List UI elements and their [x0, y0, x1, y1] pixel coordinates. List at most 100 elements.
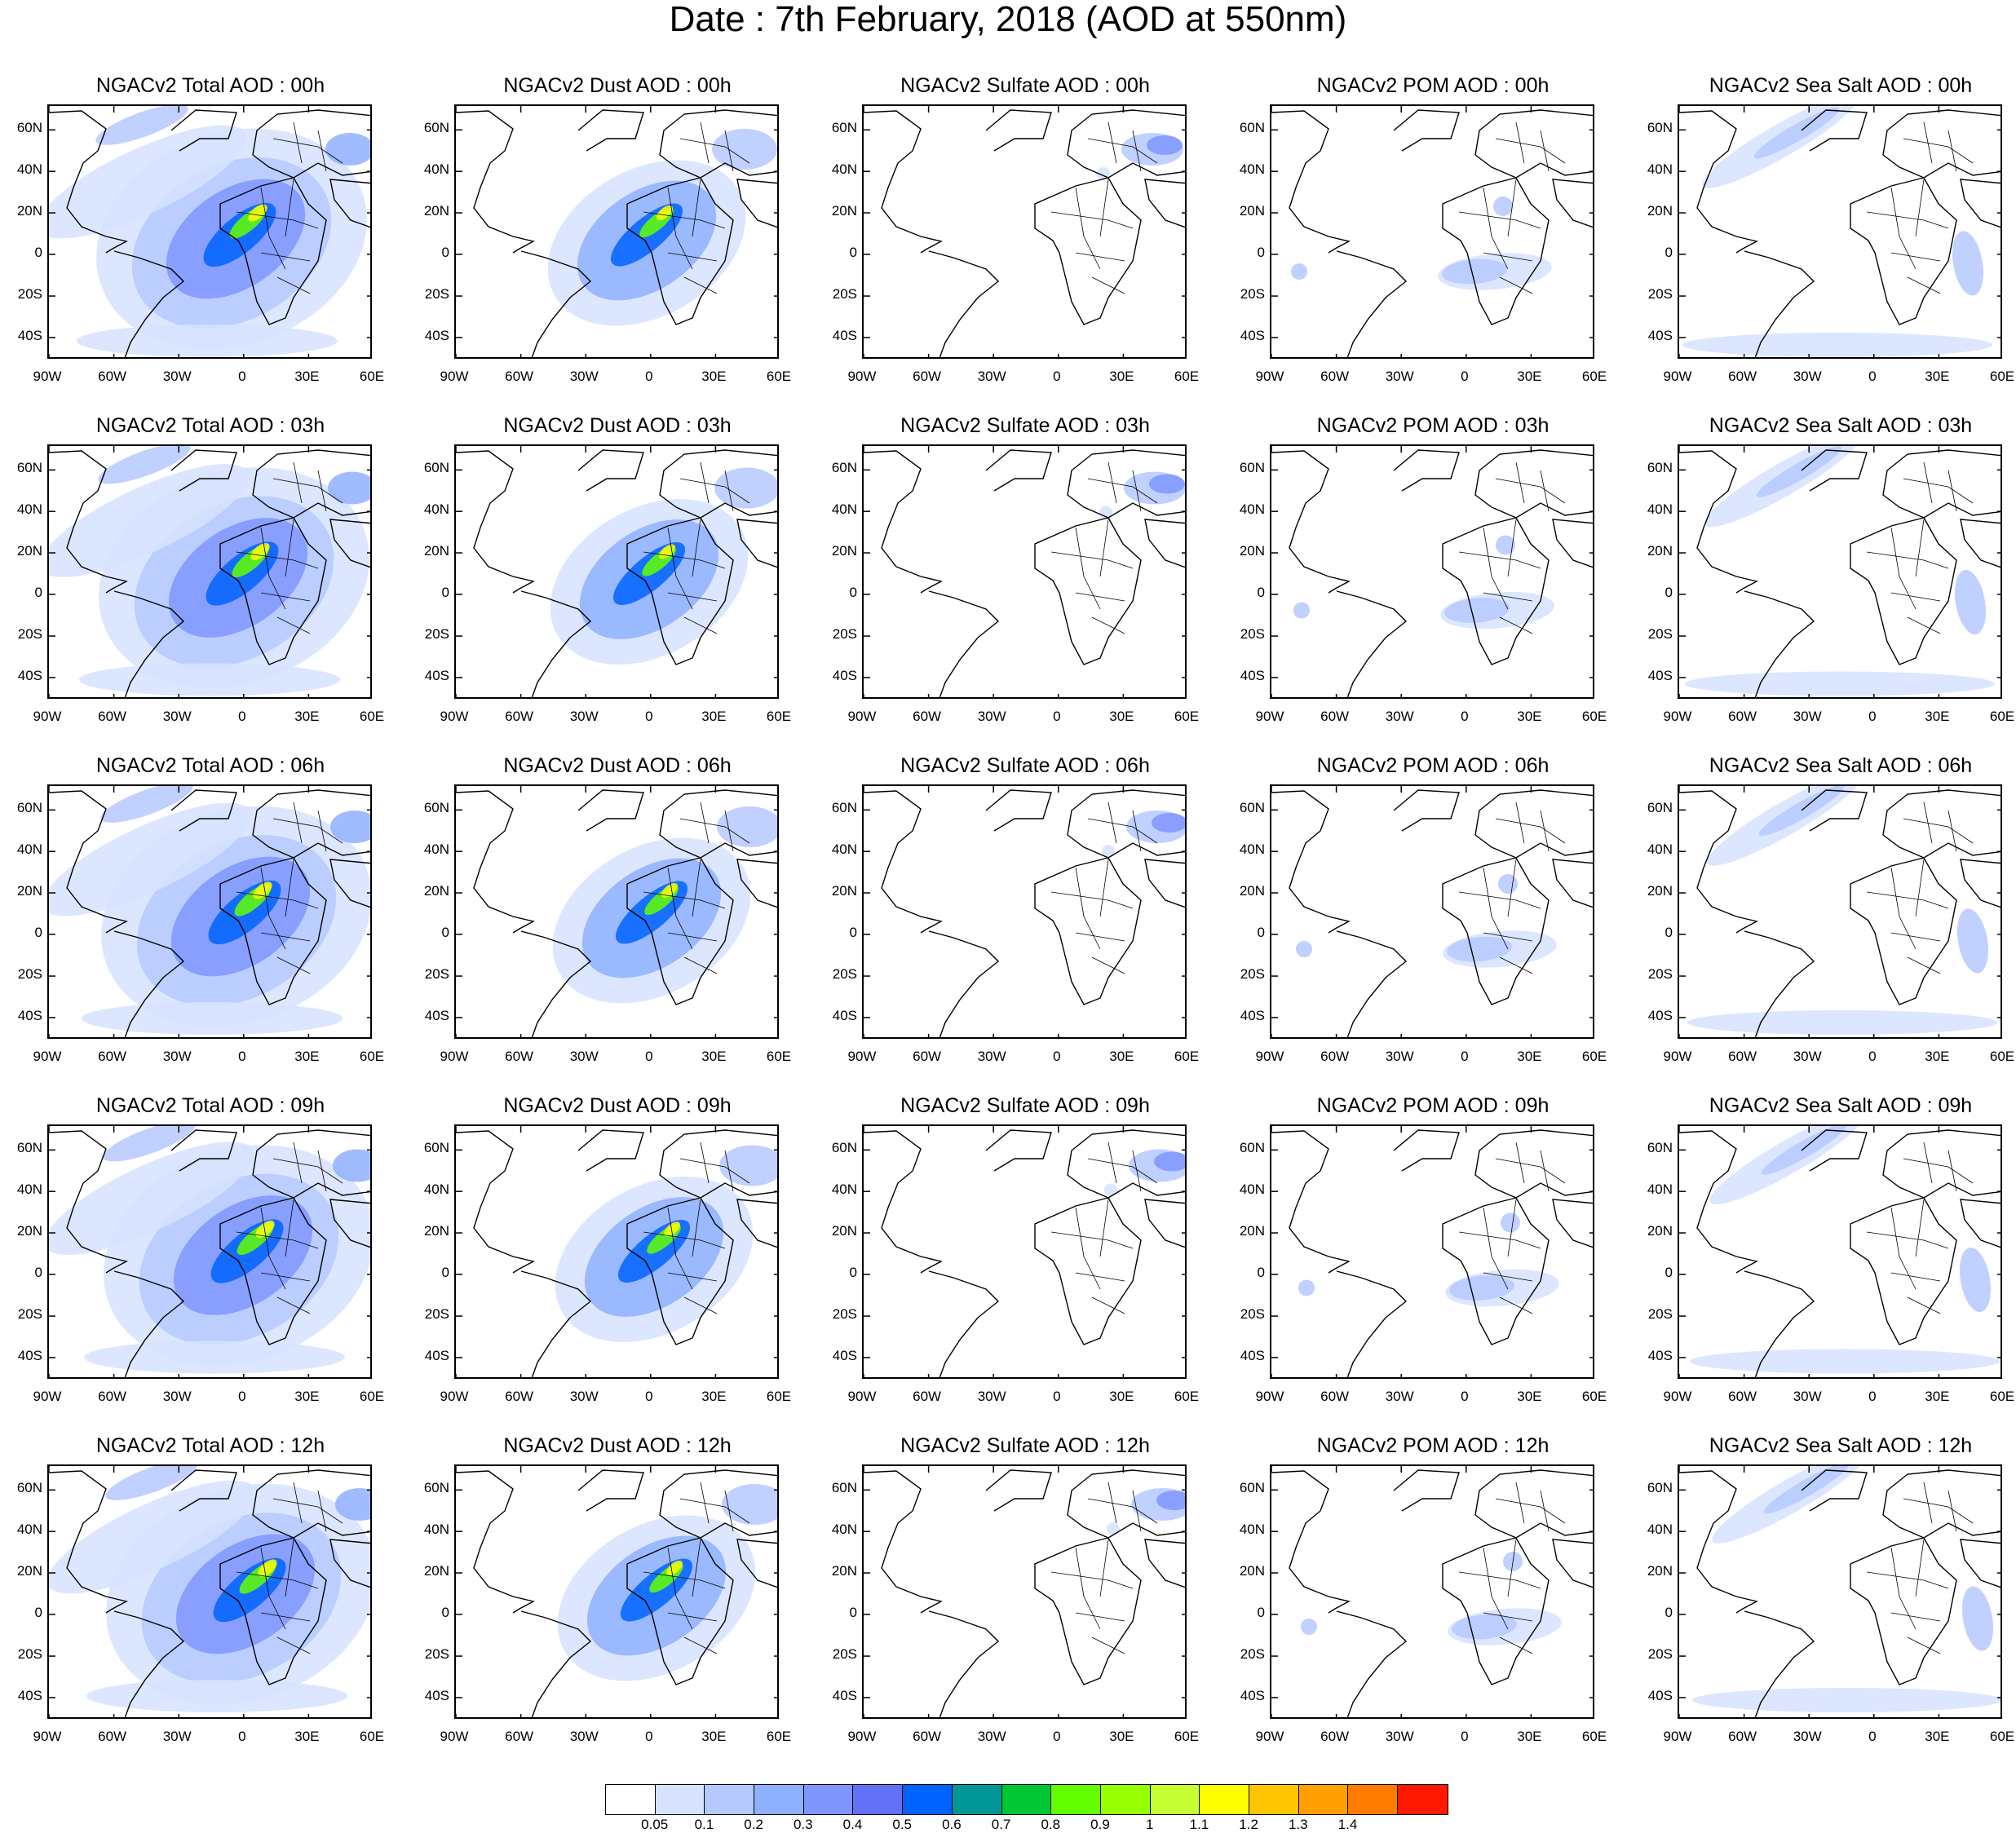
lon-label: 30W — [1385, 1729, 1414, 1744]
lat-label: 60N — [16, 460, 42, 476]
border-0 — [236, 211, 319, 229]
lat-label: 40N — [831, 1522, 857, 1538]
lon-label: 30E — [1517, 369, 1542, 384]
border-0 — [643, 1571, 726, 1589]
border-6 — [1923, 1142, 1933, 1184]
lon-label: 30W — [569, 1049, 599, 1064]
coastline-4 — [252, 109, 370, 179]
coastline-5 — [736, 859, 777, 908]
aod-field-1 — [1452, 1614, 1517, 1640]
border-5 — [679, 478, 750, 504]
lon-label: 60W — [505, 1729, 534, 1744]
map-panel-total-09h — [47, 1124, 372, 1379]
coastline-5 — [1144, 519, 1185, 568]
lon-label: 60E — [766, 1729, 792, 1744]
lon-label: 60W — [98, 709, 127, 724]
lat-label: 20N — [1239, 1563, 1265, 1579]
aod-field-1 — [1149, 474, 1185, 494]
coastline-0 — [1679, 450, 1758, 594]
border-1 — [260, 527, 286, 610]
aod-field-7 — [77, 325, 338, 357]
panel-title-seasalt-12h: NGACv2 Sea Salt AOD : 12h — [1709, 1434, 1973, 1457]
map-svg — [1271, 446, 1593, 697]
border-0 — [1866, 211, 1949, 229]
border-0 — [1458, 551, 1541, 569]
lat-label: 20N — [1239, 203, 1265, 219]
lat-label: 60N — [423, 460, 449, 476]
coastline-0 — [1271, 790, 1351, 934]
lat-label: 20N — [423, 543, 449, 559]
border-6 — [700, 1142, 710, 1184]
coastline-0 — [864, 450, 943, 594]
coastline-1 — [520, 1270, 592, 1377]
map-panel-pom-00h — [1270, 104, 1594, 359]
border-5 — [1087, 1498, 1158, 1524]
border-6 — [293, 802, 303, 844]
map-panel-sulfate-00h — [862, 104, 1187, 359]
border-4 — [276, 956, 311, 974]
lon-label: 30W — [1793, 1389, 1822, 1404]
colorbar-box-7 — [952, 1785, 1002, 1814]
map-svg — [1679, 1466, 2001, 1717]
border-0 — [236, 1231, 319, 1249]
lat-label: 0 — [441, 244, 449, 260]
panel-title-sulfate-09h: NGACv2 Sulfate AOD : 09h — [900, 1094, 1150, 1117]
coastline-2 — [170, 449, 237, 492]
lon-label: 60W — [1728, 1729, 1757, 1744]
lat-label: 40S — [1647, 1347, 1673, 1363]
lat-label: 20N — [1239, 543, 1265, 559]
panel-title-seasalt-09h: NGACv2 Sea Salt AOD : 09h — [1709, 1094, 1973, 1117]
lat-label: 40S — [832, 1687, 857, 1703]
border-3 — [1075, 932, 1125, 942]
lon-label: 60W — [1728, 1049, 1757, 1064]
aod-field-5 — [248, 204, 267, 222]
aod-field-9 — [330, 810, 370, 843]
lat-label: 20N — [423, 1223, 449, 1239]
lon-label: 60E — [1581, 1049, 1607, 1064]
coastline-0 — [864, 1130, 943, 1274]
border-1 — [1075, 187, 1101, 270]
lon-label: 30W — [1385, 369, 1414, 384]
lon-label: 30E — [1517, 1729, 1542, 1744]
lat-label: 20S — [1240, 286, 1265, 303]
lon-label: 30W — [162, 369, 192, 384]
aod-field-7 — [84, 1341, 345, 1374]
lon-label: 60W — [1320, 1049, 1350, 1064]
lat-label: 20N — [423, 203, 449, 219]
map-svg — [1679, 106, 2001, 357]
border-6 — [1923, 121, 1933, 164]
border-3 — [667, 1272, 718, 1282]
lon-label: 60W — [1728, 369, 1757, 384]
lon-label: 30E — [1925, 709, 1950, 724]
aod-field-1 — [1756, 446, 1842, 497]
border-7 — [1132, 1150, 1142, 1192]
coastline-5 — [736, 1199, 777, 1248]
lat-label: 60N — [423, 1480, 449, 1496]
lat-label: 60N — [831, 460, 857, 476]
colorbar-label: 0.6 — [942, 1817, 962, 1832]
coastline-4 — [1882, 449, 2001, 519]
lon-label: 0 — [1868, 369, 1877, 384]
lon-label: 30E — [701, 1049, 727, 1064]
colorbar-label: 0.9 — [1090, 1817, 1110, 1832]
border-3 — [1483, 252, 1533, 262]
coastline-5 — [329, 1199, 370, 1248]
lon-label: 30W — [1793, 1049, 1822, 1064]
border-4 — [1091, 276, 1125, 294]
lon-label: 30E — [294, 1049, 320, 1064]
lat-label: 0 — [1665, 1604, 1673, 1620]
map-panel-sulfate-12h — [862, 1464, 1187, 1719]
lat-label: 40N — [1647, 1182, 1673, 1198]
coastline-2 — [577, 1469, 644, 1512]
lon-label: 30W — [569, 1729, 599, 1744]
coastline-4 — [659, 449, 777, 519]
border-7 — [1132, 1490, 1142, 1532]
colorbar-label: 0.3 — [793, 1817, 813, 1832]
map-svg — [456, 1466, 777, 1717]
border-4 — [1091, 1636, 1125, 1654]
lat-label: 0 — [34, 244, 42, 260]
colorbar-box-6 — [903, 1785, 953, 1814]
coastline-1 — [113, 1610, 185, 1717]
map-panel-pom-12h — [1270, 1464, 1594, 1719]
border-7 — [1132, 810, 1142, 852]
